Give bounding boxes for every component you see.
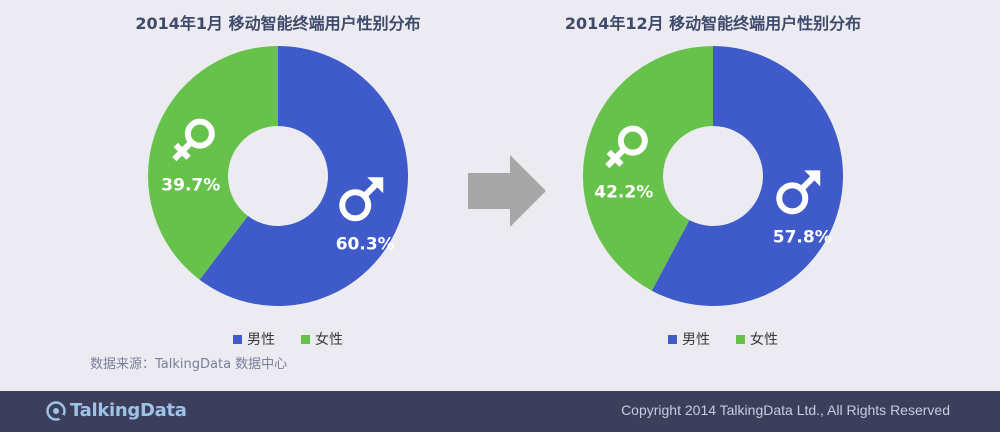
slice-label-female: 39.7%: [161, 176, 220, 196]
data-source-note: 数据来源：TalkingData 数据中心: [90, 357, 288, 372]
legend-item-male: 男性: [233, 329, 275, 349]
legend-item-female: 女性: [736, 329, 778, 349]
donut-chart-right: 57.8% 42.2%: [583, 46, 843, 306]
legend-swatch-female: [301, 334, 310, 344]
legend-swatch-male: [233, 334, 242, 344]
slice-female: [583, 46, 713, 291]
female-symbol-icon: [605, 125, 648, 169]
legend-label-female: 女性: [315, 332, 343, 348]
talkingdata-logo-icon: [46, 400, 66, 421]
legend-label-female: 女性: [750, 332, 778, 348]
slice-male: [199, 46, 408, 306]
slice-male: [651, 46, 843, 306]
donut-chart-left: 60.3% 39.7%: [148, 46, 408, 306]
legend-swatch-female: [736, 334, 745, 344]
legend-swatch-male: [668, 334, 677, 344]
chart-title-left: 2014年1月 移动智能终端用户性别分布: [135, 14, 421, 33]
legend-item-male: 男性: [668, 329, 710, 349]
legend-label-male: 男性: [247, 332, 275, 348]
slice-label-female: 42.2%: [594, 183, 653, 203]
legend-label-male: 男性: [682, 332, 710, 348]
chart-title-right: 2014年12月 移动智能终端用户性别分布: [564, 14, 862, 33]
slice-label-male: 60.3%: [336, 234, 395, 254]
right-arrow-icon: [468, 155, 546, 227]
male-symbol-icon: [339, 177, 384, 222]
male-symbol-icon: [776, 170, 821, 215]
legend-item-female: 女性: [301, 329, 343, 349]
legend-left: 男性 女性: [233, 329, 343, 349]
footer-logo: TalkingData: [46, 400, 187, 421]
logo-text: TalkingData: [70, 400, 187, 421]
footer-bar: TalkingData Copyright 2014 TalkingData L…: [0, 391, 1000, 432]
slice-female: [148, 46, 278, 280]
copyright-text: Copyright 2014 TalkingData Ltd., All Rig…: [621, 402, 950, 418]
slice-label-male: 57.8%: [773, 227, 832, 247]
legend-right: 男性 女性: [668, 329, 778, 349]
female-symbol-icon: [172, 118, 215, 162]
